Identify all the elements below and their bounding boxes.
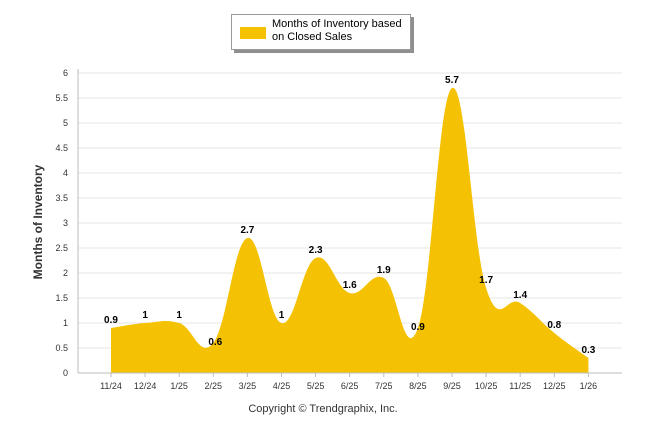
x-tick-label: 10/25 [475,381,498,391]
data-label: 1 [176,310,182,321]
data-label: 1 [279,310,285,321]
x-tick-label: 5/25 [307,381,325,391]
y-tick-label: 0.5 [55,343,68,353]
data-labels: 0.9 1 1 0.6 2.7 1 2.3 1.6 1.9 0.9 5.7 1.7 1.4 0.8 0.3 [104,75,596,356]
data-label: 0.9 [104,315,118,326]
x-tick-label: 1/26 [580,381,598,391]
y-tick-label: 3.5 [55,193,68,203]
series-area-fill [111,87,589,374]
data-label: 5.7 [445,75,459,86]
x-tick-label: 7/25 [375,381,393,391]
x-tick-label: 11/24 [100,381,122,391]
x-tick-label: 11/25 [509,381,531,391]
y-tick-label: 3 [63,218,68,228]
data-label: 0.3 [581,345,595,356]
x-tick-label: 6/25 [341,381,359,391]
data-label: 1.7 [479,275,493,286]
x-tick-label: 12/25 [543,381,566,391]
x-tick-label: 12/24 [134,381,157,391]
y-axis-title: Months of Inventory [31,164,45,279]
y-tick-label: 1 [63,318,68,328]
x-tick-label: 4/25 [273,381,291,391]
y-tick-label: 5.5 [55,93,68,103]
x-tick-label: 2/25 [205,381,223,391]
x-tick-labels: 11/24 12/24 1/25 2/25 3/25 4/25 5/25 6/25 7/25 8/… [100,373,597,391]
y-tick-label: 2 [63,268,68,278]
x-tick-label: 3/25 [239,381,257,391]
x-tick-label: 1/25 [170,381,188,391]
data-label: 0.6 [208,337,222,348]
data-label: 0.8 [547,320,561,331]
y-tick-label: 1.5 [55,293,68,303]
data-label: 2.3 [309,245,323,256]
series-area [111,87,589,374]
data-label: 0.9 [411,322,425,333]
data-label: 1.9 [377,265,391,276]
legend-swatch [240,27,266,39]
data-label: 2.7 [240,225,254,236]
data-label: 1.4 [513,290,527,301]
y-tick-label: 0 [63,368,68,378]
y-tick-label: 4 [63,168,68,178]
legend-label: Months of Inventory based on Closed Sale… [272,18,402,43]
x-tick-label: 8/25 [409,381,427,391]
y-tick-label: 6 [63,68,68,78]
y-tick-label: 2.5 [55,243,68,253]
legend: Months of Inventory based on Closed Sale… [231,14,411,50]
data-label: 1.6 [343,280,357,291]
data-label: 1 [142,310,148,321]
copyright-text: Copyright © Trendgraphix, Inc. [248,403,398,415]
x-tick-label: 9/25 [443,381,461,391]
y-tick-label: 5 [63,118,68,128]
y-tick-labels: 0 0.5 1 1.5 2 2.5 3 3.5 4 4.5 5 5.5 6 [55,68,68,378]
y-tick-label: 4.5 [55,143,68,153]
